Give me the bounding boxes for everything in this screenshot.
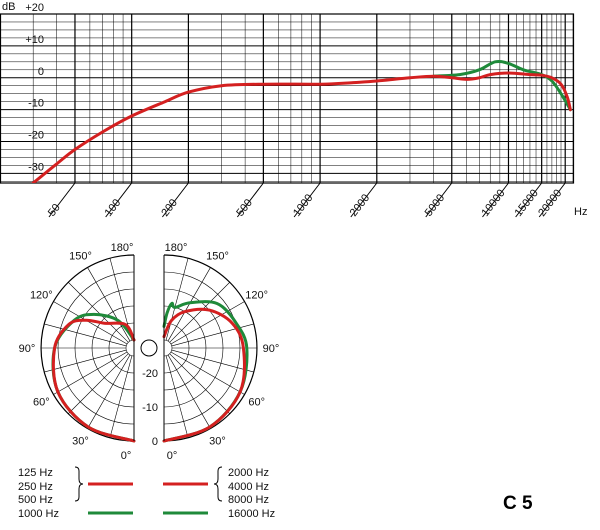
polar-spoke [165, 355, 189, 438]
plot-frame [0, 13, 575, 184]
x-tick-mark [515, 182, 543, 218]
polar-half-left: 0° 30° 60° 90° 120° 150° 180° [19, 242, 136, 462]
legend-label-left: 1000 Hz [18, 508, 59, 520]
y-tick-label: -30 [28, 161, 44, 173]
polar-spoke [53, 301, 128, 345]
polar-angle-label: 0° [121, 450, 132, 462]
polar-center [140, 339, 158, 357]
legend-label-right: 8000 Hz [228, 494, 269, 506]
x-tick-label: 2000 [348, 192, 373, 219]
y-tick-label: +20 [25, 2, 44, 14]
x-tick-mark [162, 182, 189, 218]
polar-angle-label: 0° [167, 450, 178, 462]
polar-curve-green [51, 312, 136, 443]
y-tick-label: 0 [38, 66, 44, 78]
polar-angle-label: 60° [33, 397, 50, 409]
polar-angle-label: 120° [245, 290, 268, 302]
legend-label-right: 16000 Hz [228, 508, 275, 520]
polar-spoke [44, 349, 127, 373]
polar-spoke [167, 354, 211, 429]
x-tick-mark [293, 182, 321, 218]
x-tick-label: 500 [234, 197, 255, 219]
polar-angle-label: 30° [72, 436, 89, 448]
y-tick-label: -10 [28, 98, 44, 110]
polar-spoke [87, 267, 131, 342]
polar-spoke [169, 282, 230, 343]
x-tick-label: 10000 [479, 187, 507, 218]
x-tick-mark [425, 182, 453, 218]
polar-pattern-chart: 0° 30° 60° 90° 120° 150° 180° 0° 30° 60° 90° 120° 15… [19, 242, 280, 462]
y-axis-unit: dB [2, 1, 15, 13]
x-tick-label: 20000 [536, 187, 564, 218]
polar-spoke [171, 349, 254, 373]
y-tick-label: -20 [28, 130, 44, 142]
x-tick-label: 5000 [423, 192, 448, 219]
x-tick-label: 1000 [291, 192, 316, 219]
x-tick-mark [236, 182, 264, 218]
polar-angle-label: 60° [248, 397, 265, 409]
polar-spoke [170, 301, 245, 345]
polar-angle-label: 180° [111, 242, 134, 254]
legend-label-left: 125 Hz [18, 467, 53, 479]
polar-half-right: 0° 30° 60° 90° 120° 150° 180° [162, 242, 280, 462]
legend-label-left: 250 Hz [18, 481, 53, 493]
legend-label-left: 500 Hz [18, 494, 53, 506]
legend-label-right: 2000 Hz [228, 467, 269, 479]
x-tick-mark [48, 182, 76, 218]
x-tick-label: 15000 [513, 187, 541, 218]
polar-angle-label: 30° [209, 436, 226, 448]
x-tick-label: 200 [159, 197, 180, 219]
x-tick-mark [105, 182, 133, 218]
polar-angle-label: 150° [69, 250, 92, 262]
polar-spoke [165, 258, 189, 341]
polar-radial-label: -10 [142, 402, 158, 414]
polar-ring [125, 339, 135, 357]
model-name: C 5 [503, 493, 533, 514]
y-tick-label: +10 [25, 34, 44, 46]
polar-radial-label: -20 [142, 368, 158, 380]
x-tick-mark [538, 182, 566, 218]
polar-ring [163, 339, 173, 357]
x-tick-mark [350, 182, 378, 218]
polar-curve-red [162, 307, 246, 443]
legend-label-right: 4000 Hz [228, 481, 269, 493]
x-tick-label: 50 [46, 202, 63, 219]
polar-spoke [169, 353, 230, 414]
polar-spoke [44, 323, 127, 347]
polar-angle-label: 180° [165, 242, 188, 254]
x-tick-mark [482, 182, 509, 218]
polar-spoke [87, 354, 131, 429]
polar-spoke [53, 351, 128, 395]
polar-radial-label: 0 [152, 436, 158, 448]
polar-curve-red [51, 318, 136, 443]
response-curve-green [432, 59, 572, 112]
frequency-response-chart: +20+100-10-20-30dB2050100200500100020005… [0, 1, 587, 219]
polar-spoke [68, 282, 129, 343]
x-axis-unit: Hz [574, 206, 587, 218]
polar-angle-label: 120° [30, 290, 53, 302]
legend-brace-right [213, 466, 223, 502]
polar-angle-label: 90° [263, 343, 280, 355]
polar-spoke [170, 351, 245, 395]
legend-brace-left [74, 466, 84, 502]
polar-spoke [68, 353, 129, 414]
response-curve-red [31, 71, 572, 183]
polar-angle-label: 150° [206, 250, 229, 262]
polar-angle-label: 90° [19, 343, 36, 355]
x-tick-label: 100 [103, 197, 124, 219]
polar-spoke [109, 355, 133, 438]
